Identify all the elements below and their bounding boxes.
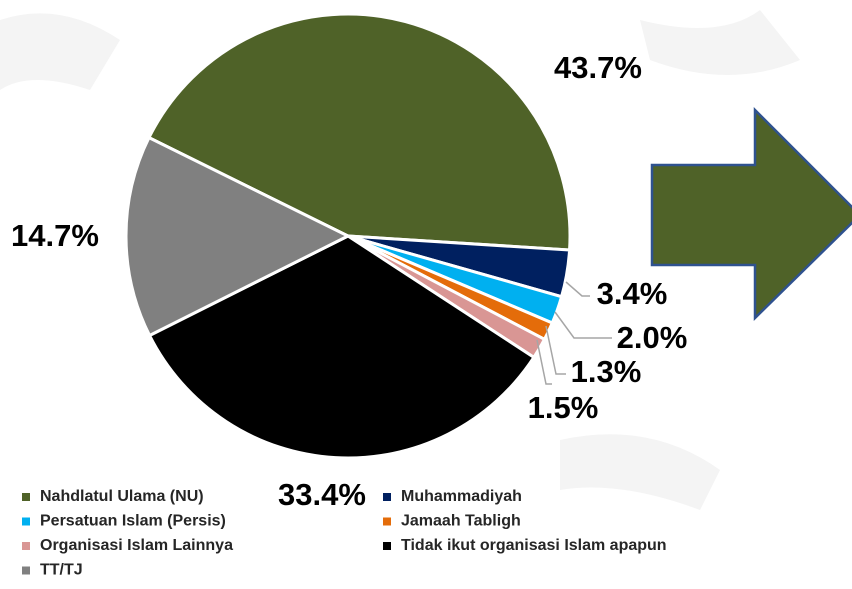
map-shape <box>0 13 120 90</box>
labels: 43.7% 3.4% 2.0%1.3%1.5% 33.4% 14.7% <box>11 50 687 512</box>
map-shape <box>640 10 800 75</box>
legend-swatch <box>383 542 391 550</box>
legend-label: Jamaah Tabligh <box>401 513 521 530</box>
pie-slice <box>124 135 352 338</box>
leader-line <box>554 311 612 339</box>
pie-slice <box>146 12 572 252</box>
data-label: 3.4% <box>597 276 668 311</box>
pie <box>124 12 572 460</box>
background-map <box>0 10 800 510</box>
data-label: 14.7% <box>11 218 99 253</box>
legend: Nahdlatul Ulama (NU) Muhammadiyah Persatua… <box>22 488 667 579</box>
legend-swatch <box>383 493 391 501</box>
pie-slice <box>147 234 536 460</box>
legend-label: Muhammadiyah <box>401 488 522 505</box>
leader-line <box>536 339 552 385</box>
legend-label: Nahdlatul Ulama (NU) <box>40 488 204 505</box>
legend-label: TT/TJ <box>40 562 83 579</box>
data-label: 43.7% <box>554 50 642 85</box>
arrow <box>650 106 852 321</box>
legend-swatch <box>22 566 30 575</box>
map-shape <box>560 434 720 510</box>
legend-label: Tidak ikut organisasi Islam apapun <box>401 537 667 554</box>
legend-swatch <box>22 493 30 501</box>
leader-lines <box>536 281 612 385</box>
data-label: 2.0% <box>617 320 688 355</box>
leader-line <box>565 281 590 297</box>
data-label: 33.4% <box>278 477 366 512</box>
legend-swatch <box>383 517 391 526</box>
legend-label: Organisasi Islam Lainnya <box>40 537 233 554</box>
data-label: 1.3% <box>571 354 642 389</box>
legend-label: Persatuan Islam (Persis) <box>40 513 226 530</box>
legend-swatch <box>22 517 30 526</box>
legend-swatch <box>22 542 30 550</box>
data-label: 1.5% <box>528 390 599 425</box>
leader-line <box>545 325 566 375</box>
